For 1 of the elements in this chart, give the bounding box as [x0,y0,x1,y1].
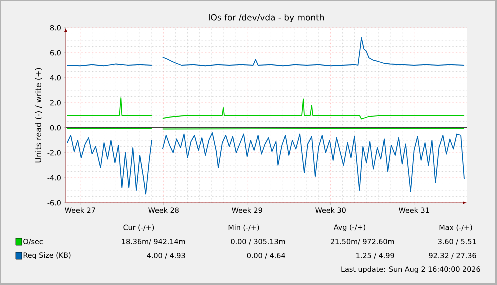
chart-title: IOs for /dev/vda - by month [209,14,324,22]
